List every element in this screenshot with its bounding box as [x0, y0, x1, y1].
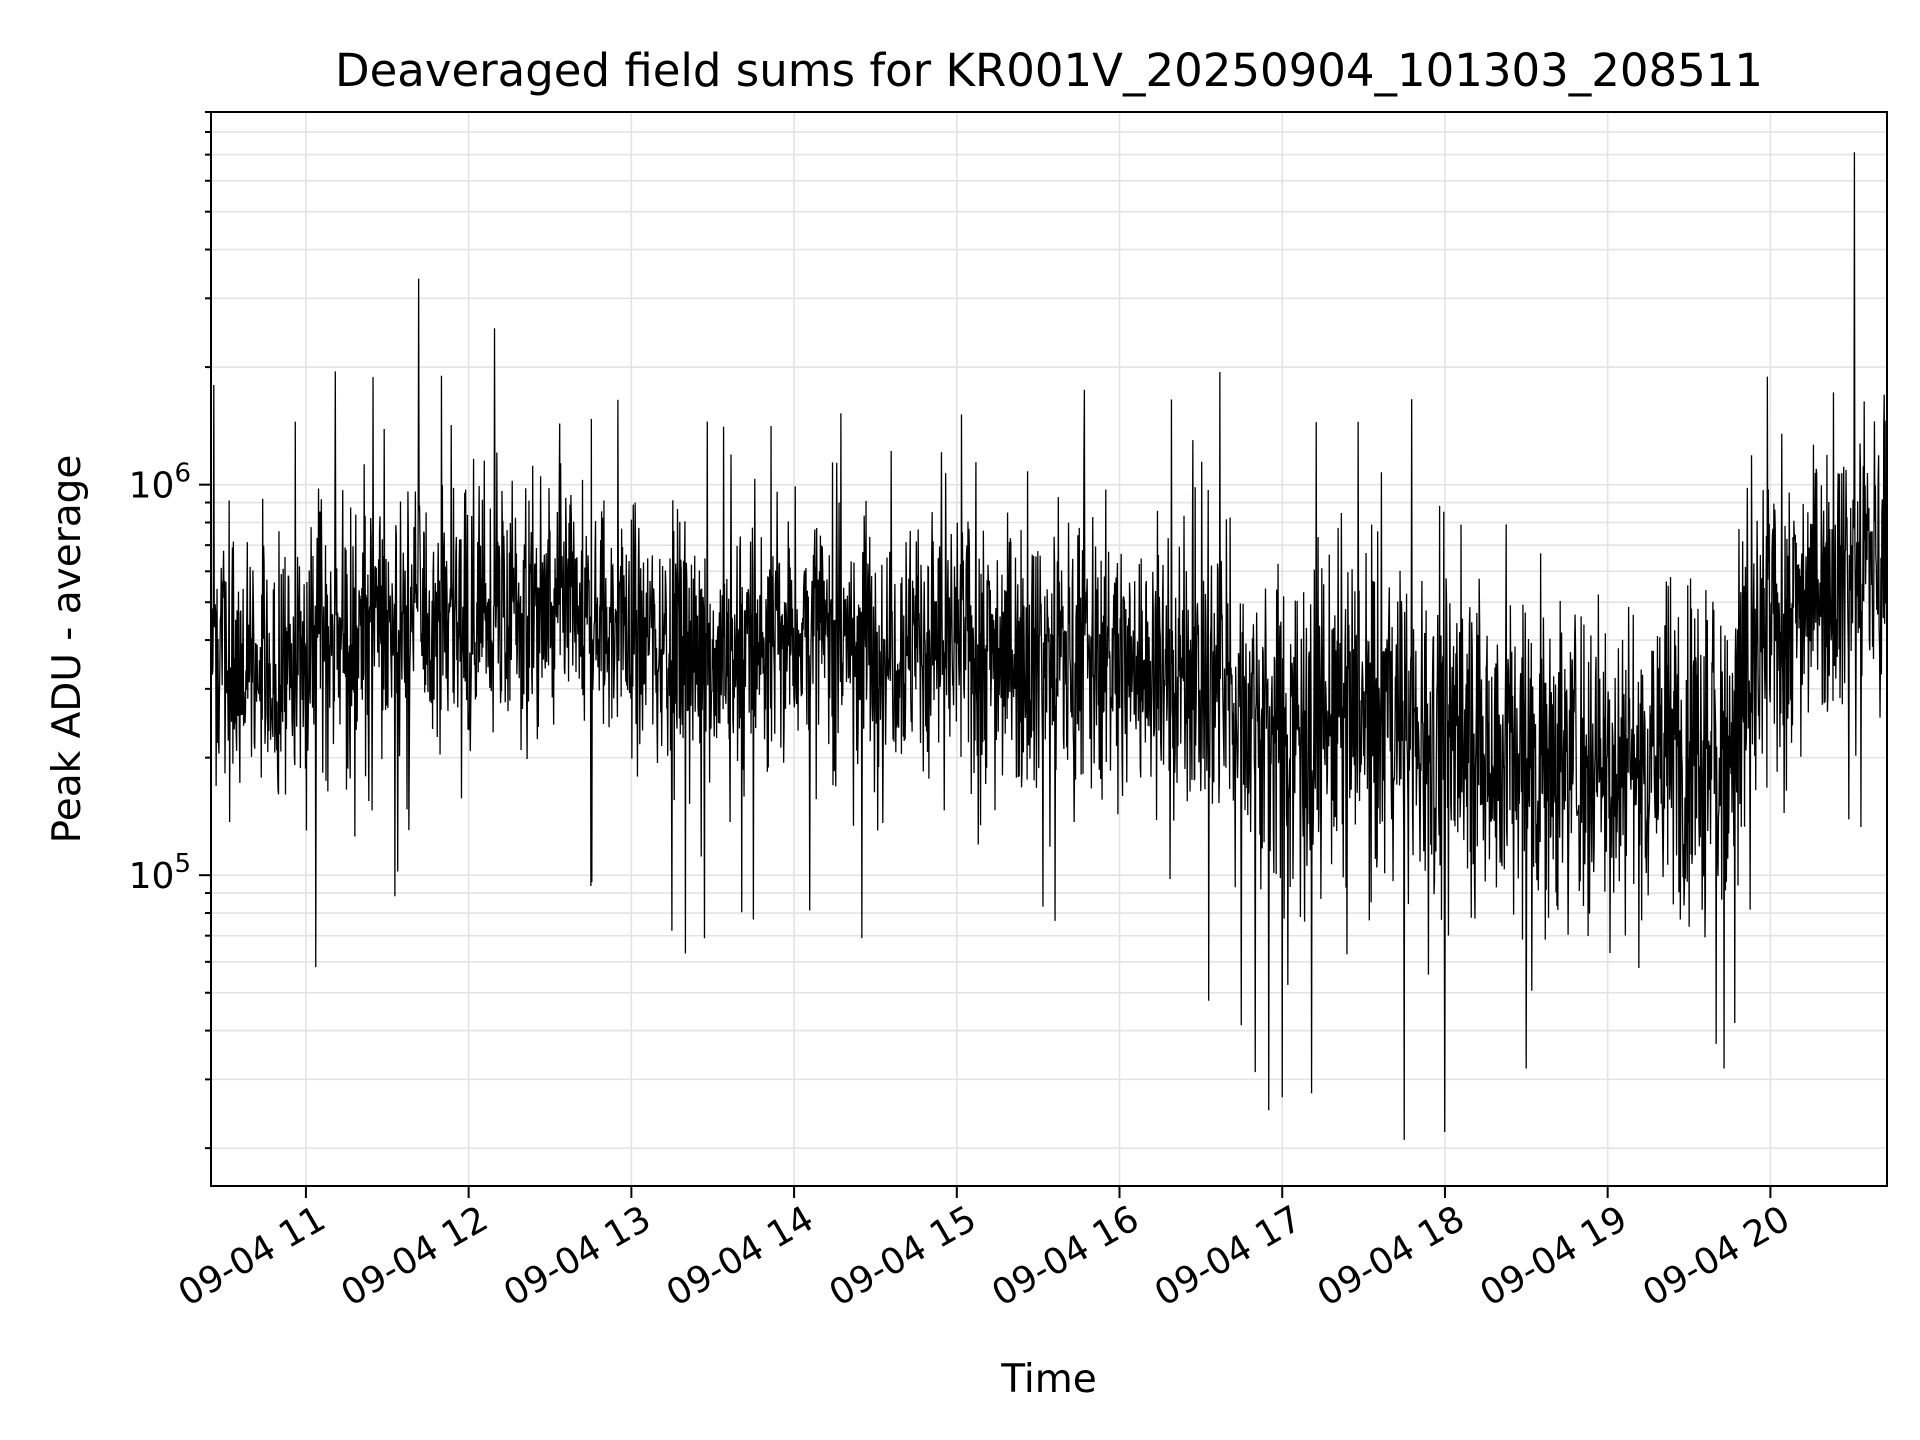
y-tick-label: 106	[129, 459, 191, 507]
data-series	[210, 152, 1888, 1140]
plot-frame	[210, 111, 1888, 1187]
chart-title: Deaveraged field sums for KR001V_2025090…	[335, 44, 1763, 97]
y-tick-label: 105	[129, 849, 191, 897]
y-axis-label: Peak ADU - average	[45, 455, 90, 844]
x-axis-label: Time	[1000, 1357, 1096, 1402]
series-line	[210, 152, 1888, 1140]
